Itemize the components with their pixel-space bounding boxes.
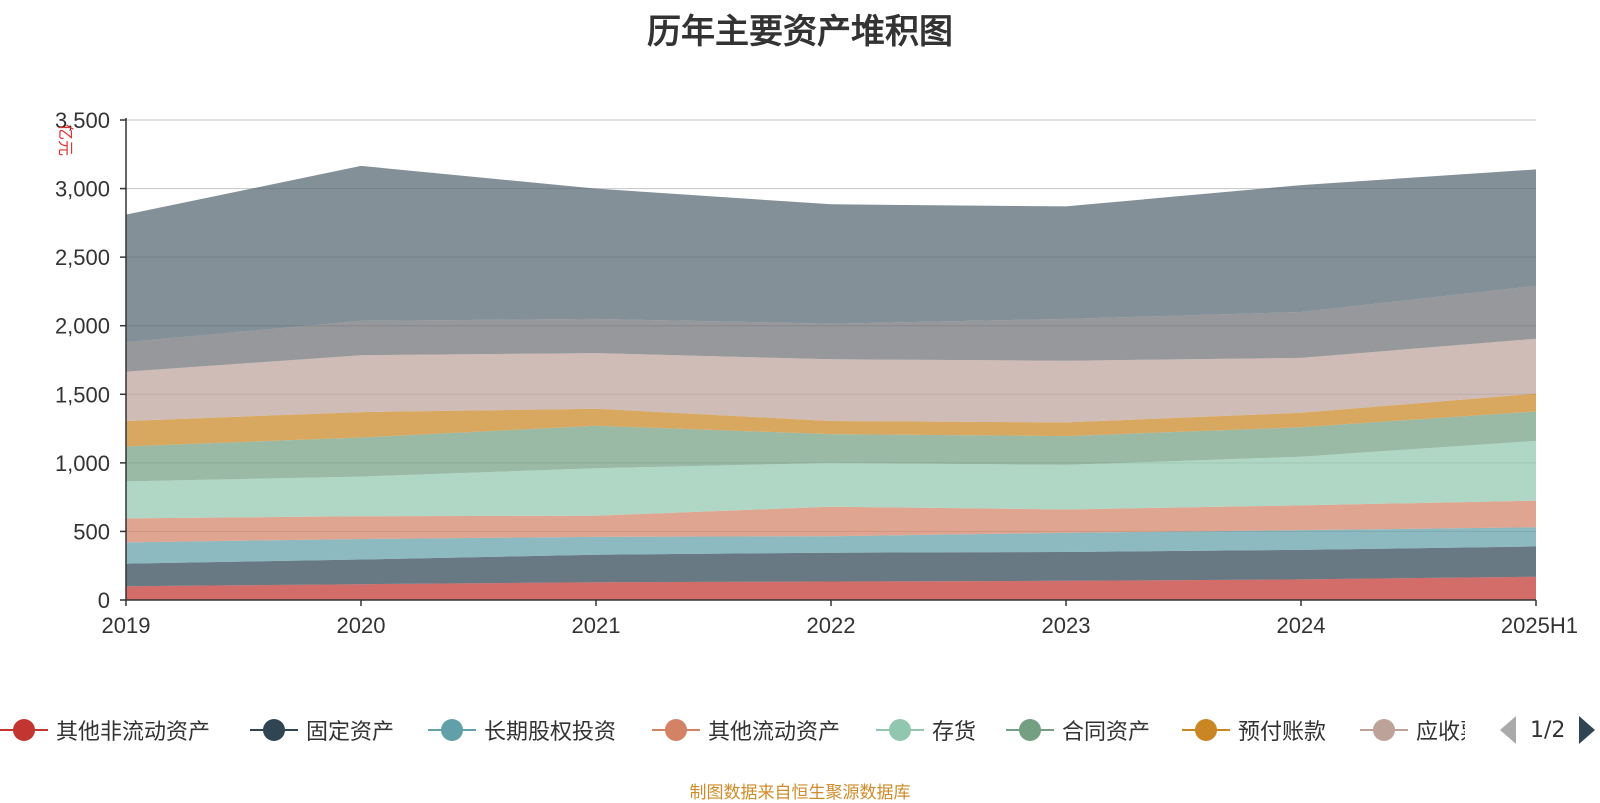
y-tick-label: 2,500 — [55, 245, 110, 270]
legend-pager: 1/2 — [1500, 710, 1596, 750]
legend-label: 固定资产 — [306, 720, 395, 745]
area-layer — [126, 165, 1536, 600]
legend-item[interactable]: 其他非流动资产 — [0, 710, 210, 750]
legend-prev-page-icon[interactable] — [1500, 716, 1516, 744]
x-tick-label: 2024 — [1277, 613, 1326, 638]
x-tick-label: 2021 — [572, 613, 621, 638]
legend-swatch-icon — [0, 710, 48, 750]
legend-next-page-icon[interactable] — [1579, 716, 1596, 744]
y-tick-label: 500 — [73, 519, 110, 544]
data-source-note: 制图数据来自恒生聚源数据库 — [689, 783, 911, 803]
x-tick-label: 2019 — [102, 613, 151, 638]
legend-item[interactable]: 存货 — [876, 710, 976, 750]
legend: 其他非流动资产 固定资产 长期股权投资 其他流动资产 存货 合同资产 预付账款 应收票 — [0, 710, 1465, 750]
legend-label: 存货 — [932, 720, 977, 745]
legend-page-indicator: 1/2 — [1530, 717, 1566, 743]
legend-swatch-icon — [250, 710, 298, 750]
legend-item[interactable]: 长期股权投资 — [428, 710, 616, 750]
legend-item[interactable]: 合同资产 — [1006, 710, 1150, 750]
legend-item[interactable]: 应收票 — [1360, 710, 1465, 750]
legend-swatch-icon — [1006, 710, 1054, 750]
legend-swatch-icon — [428, 710, 476, 750]
area-series-货币资金 — [126, 165, 1536, 343]
x-tick-label: 2022 — [807, 613, 856, 638]
x-tick-label: 2025H1 — [1501, 613, 1578, 638]
area-series-其他非流动资产 — [126, 576, 1536, 600]
legend-item[interactable]: 其他流动资产 — [652, 710, 840, 750]
area-series-长期股权投资 — [126, 527, 1536, 564]
legend-item[interactable]: 预付账款 — [1182, 710, 1326, 750]
y-axis-unit-label: 亿元 — [56, 124, 74, 156]
axis-layer: 0 500 1,000 1,500 2,000 2,500 3,000 3,500 2019 20… — [55, 108, 1578, 638]
y-tick-label: 1,000 — [55, 451, 110, 476]
legend-label: 长期股权投资 — [484, 720, 617, 745]
legend-swatch-icon — [1360, 710, 1408, 750]
stacked-area-chart: 0 500 1,000 1,500 2,000 2,500 3,000 3,500 2019 20… — [55, 108, 1578, 638]
chart-title: 历年主要资产堆积图 — [647, 12, 953, 52]
legend-swatch-icon — [1182, 710, 1230, 750]
area-series-应收账款 — [126, 285, 1536, 372]
area-series-合同资产 — [126, 411, 1536, 482]
area-series-其他流动资产 — [126, 500, 1536, 543]
legend-swatch-icon — [652, 710, 700, 750]
y-tick-label: 3,500 — [55, 108, 110, 133]
y-tick-label: 0 — [98, 588, 110, 613]
legend-swatch-icon — [876, 710, 924, 750]
area-series-预付账款 — [126, 393, 1536, 447]
x-tick-label: 2020 — [337, 613, 386, 638]
legend-label: 其他非流动资产 — [56, 720, 211, 745]
legend-label: 预付账款 — [1238, 720, 1327, 745]
y-tick-label: 2,000 — [55, 314, 110, 339]
y-tick-label: 3,000 — [55, 177, 110, 202]
legend-item[interactable]: 固定资产 — [250, 710, 394, 750]
legend-label: 应收票 — [1416, 720, 1465, 745]
x-tick-label: 2023 — [1042, 613, 1091, 638]
area-series-固定资产 — [126, 546, 1536, 587]
legend-label: 其他流动资产 — [708, 720, 841, 745]
legend-label: 合同资产 — [1062, 720, 1151, 745]
area-series-应收票据 — [126, 338, 1536, 423]
y-tick-label: 1,500 — [55, 382, 110, 407]
area-series-存货 — [126, 440, 1536, 519]
